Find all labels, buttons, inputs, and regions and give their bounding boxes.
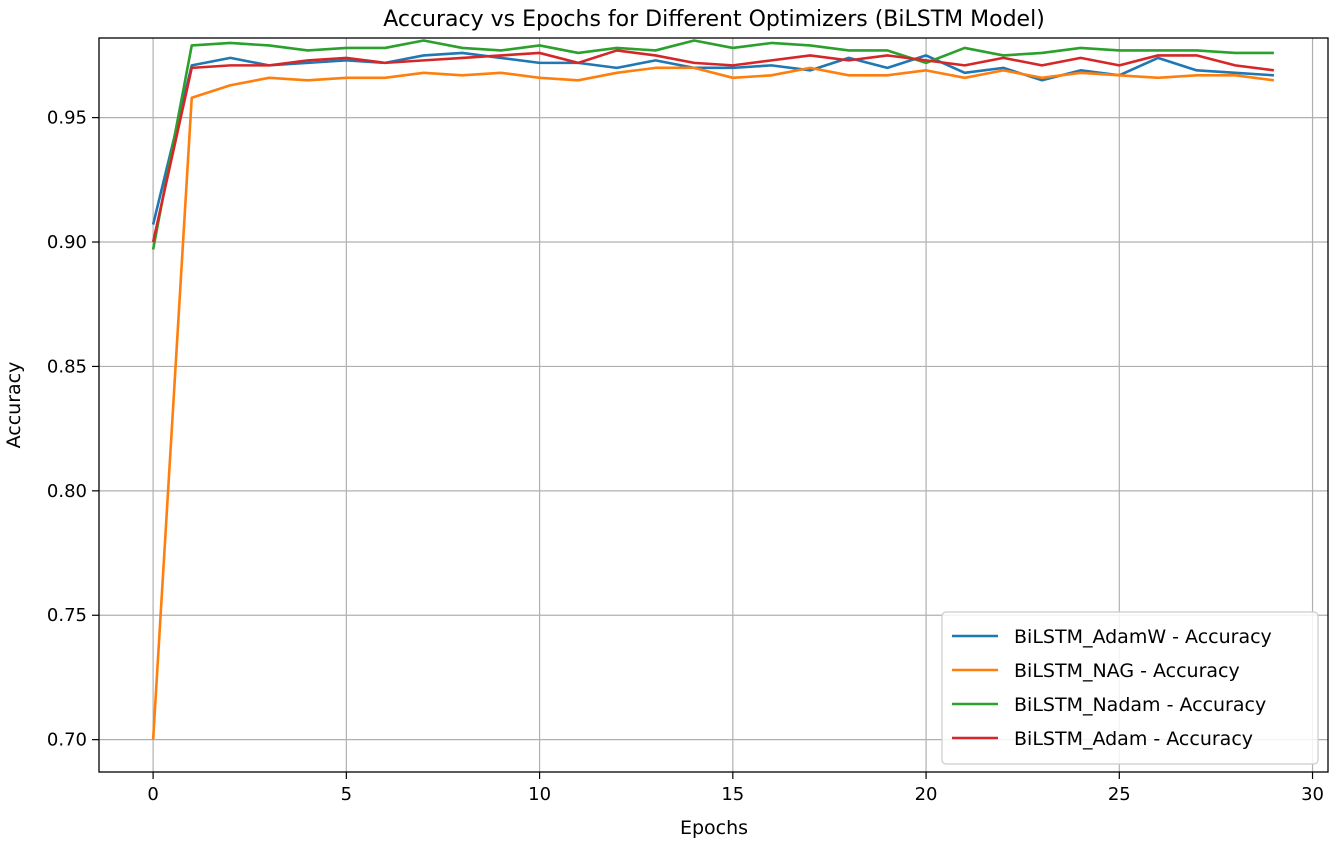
y-axis-label: Accuracy: [3, 362, 25, 449]
x-tick-label: 25: [1108, 784, 1131, 805]
series-line-bilstm-adamw-accuracy: [151, 51, 1274, 225]
legend-label: BiLSTM_NAG - Accuracy: [1014, 660, 1240, 682]
plot-area-frame: [98, 37, 1329, 773]
legend-label: BiLSTM_AdamW - Accuracy: [1014, 626, 1272, 648]
chart-title: Accuracy vs Epochs for Different Optimiz…: [383, 7, 1045, 32]
y-tick-label: 0.95: [47, 108, 87, 129]
y-tick-label: 0.70: [47, 730, 87, 751]
series-line-bilstm-adam-accuracy: [151, 49, 1275, 243]
y-tick-label: 0.80: [47, 481, 87, 502]
tick-layer: 0 5 10 15 20 25 30 0.70 0.75 0.80 0.85 0.90 0.95: [47, 108, 1324, 805]
grid-layer: [99, 38, 1328, 772]
x-tick-label: 20: [915, 784, 938, 805]
series-line-bilstm-nag-accuracy: [151, 66, 1275, 740]
legend: BiLSTM_AdamW - Accuracy BiLSTM_NAG - Accu…: [941, 611, 1319, 765]
y-tick-label: 0.75: [47, 605, 87, 626]
x-axis-label: Epochs: [680, 817, 748, 839]
x-tick-label: 0: [147, 784, 158, 805]
y-tick-label: 0.90: [47, 232, 87, 253]
x-tick-label: 10: [528, 784, 551, 805]
legend-box: [941, 611, 1319, 765]
x-tick-label: 15: [721, 784, 744, 805]
series-line-bilstm-nadam-accuracy: [151, 39, 1274, 250]
series-layer: [151, 39, 1275, 740]
legend-label: BiLSTM_Nadam - Accuracy: [1014, 694, 1266, 716]
x-tick-label: 30: [1301, 784, 1324, 805]
y-tick-label: 0.85: [47, 356, 87, 377]
x-tick-label: 5: [341, 784, 352, 805]
legend-label: BiLSTM_Adam - Accuracy: [1014, 728, 1253, 750]
